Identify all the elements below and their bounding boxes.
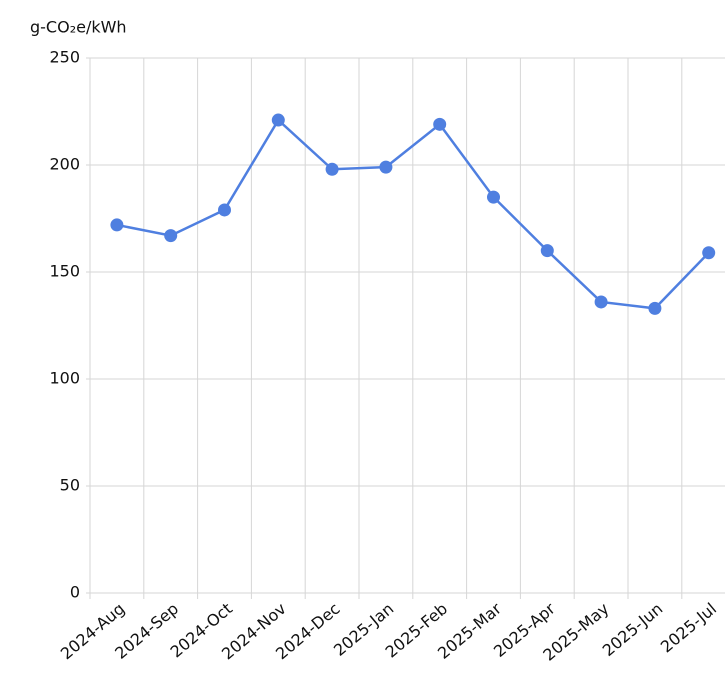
data-point: [648, 301, 662, 315]
y-tick-label: 50: [60, 476, 80, 495]
y-tick-label: 150: [49, 262, 80, 281]
y-tick-label: 200: [49, 155, 80, 174]
data-point: [164, 229, 178, 243]
x-tick-label: 2025-Jul: [657, 599, 720, 656]
y-tick-label: 250: [49, 48, 80, 67]
data-point: [110, 218, 124, 232]
data-point: [540, 244, 554, 258]
data-point: [379, 160, 393, 174]
y-axis-label: g-CO₂e/kWh: [30, 18, 127, 37]
data-point: [325, 162, 339, 176]
y-tick-label: 0: [70, 583, 80, 602]
data-point: [702, 246, 716, 260]
data-point: [433, 117, 447, 131]
x-tick-label: 2025-Jun: [599, 599, 667, 660]
data-line: [116, 118, 710, 310]
y-tick-label: 100: [49, 369, 80, 388]
data-point: [487, 190, 500, 204]
data-point: [594, 295, 608, 309]
data-point: [271, 113, 285, 127]
data-point: [218, 203, 231, 217]
